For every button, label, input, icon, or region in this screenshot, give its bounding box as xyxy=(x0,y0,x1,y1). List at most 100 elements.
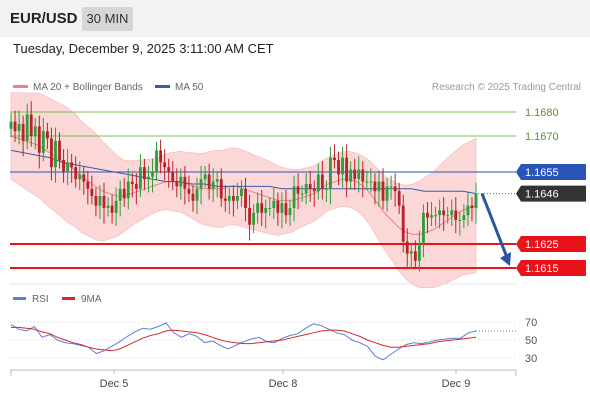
candle xyxy=(159,139,163,174)
ma50-legend-label: MA 50 xyxy=(175,82,204,93)
candle xyxy=(134,173,138,205)
candle xyxy=(417,230,421,272)
candle xyxy=(191,185,195,212)
level-label-1.1670: 1.1670 xyxy=(525,131,559,143)
rsi-legend-label: RSI xyxy=(32,294,49,305)
candle xyxy=(430,202,433,226)
level-label-1.1655: 1.1655 xyxy=(525,167,559,179)
rsi-ma9-line xyxy=(11,326,477,352)
candle xyxy=(58,132,61,169)
candle xyxy=(470,197,474,222)
candle xyxy=(240,180,243,207)
candle xyxy=(106,197,110,217)
candle xyxy=(252,204,256,234)
candle xyxy=(175,168,179,198)
candle xyxy=(268,197,272,217)
candle xyxy=(256,192,260,224)
candles xyxy=(9,101,478,272)
candle xyxy=(288,199,292,226)
x-tick-label: Dec 8 xyxy=(269,378,298,390)
candle xyxy=(21,115,25,157)
candle xyxy=(45,122,49,150)
candle xyxy=(70,154,74,183)
candle xyxy=(215,170,219,198)
x-tick-label: Dec 9 xyxy=(442,378,471,390)
candle xyxy=(179,168,183,200)
candle xyxy=(264,199,268,229)
candle xyxy=(78,161,82,190)
rsi-legend-swatch xyxy=(13,297,26,300)
candle xyxy=(320,161,324,200)
candle xyxy=(151,158,154,193)
candle xyxy=(82,166,86,195)
candle xyxy=(147,166,150,193)
candle xyxy=(365,170,369,190)
candle xyxy=(25,103,29,150)
ma9-legend-swatch xyxy=(62,297,75,300)
candle xyxy=(33,118,37,150)
candle xyxy=(426,202,429,234)
ma20-legend-swatch xyxy=(13,85,28,88)
candle xyxy=(385,178,389,212)
candle xyxy=(474,182,478,224)
candle xyxy=(353,158,357,190)
rsi-tick-30: 30 xyxy=(525,353,537,365)
candle xyxy=(409,242,413,270)
level-labels: 1.1680 1.1670 1.1655 1.1646 1.1625 1.1615 xyxy=(516,107,586,276)
level-label-1.1646: 1.1646 xyxy=(525,189,559,201)
candle xyxy=(333,144,336,169)
candle xyxy=(260,190,264,226)
level-tag-1.1646 xyxy=(516,185,586,202)
candle xyxy=(110,194,114,224)
candle xyxy=(434,206,437,226)
candle xyxy=(102,182,106,224)
candle xyxy=(296,173,300,210)
candle xyxy=(118,180,122,217)
candle xyxy=(438,199,442,229)
candle xyxy=(357,156,361,193)
rsi-tick-70: 70 xyxy=(525,317,537,329)
candle xyxy=(13,110,17,142)
candle xyxy=(361,161,365,198)
candle xyxy=(74,156,78,188)
candle xyxy=(211,168,215,202)
bollinger-band xyxy=(10,92,477,289)
bollinger-band-layer xyxy=(10,92,477,289)
candle xyxy=(397,182,401,214)
x-axis-ticks: Dec 5 Dec 8 Dec 9 xyxy=(100,370,471,390)
candle xyxy=(98,185,102,219)
ma9-legend-label: 9MA xyxy=(81,294,102,305)
datetime-label: Tuesday, December 9, 2025 3:11:00 AM CET xyxy=(13,41,274,56)
candle xyxy=(244,178,247,222)
candle xyxy=(62,149,65,183)
candle xyxy=(195,178,199,214)
candle xyxy=(29,101,33,147)
level-tag-1.1625 xyxy=(516,236,586,252)
ma50-legend-swatch xyxy=(155,85,170,88)
candle xyxy=(308,170,312,202)
candle xyxy=(167,158,171,188)
timeframe-button[interactable]: 30 MIN xyxy=(82,7,133,31)
candle xyxy=(324,180,328,202)
candle xyxy=(126,168,130,210)
level-label-1.1625: 1.1625 xyxy=(525,239,559,251)
candle xyxy=(90,175,94,205)
candle xyxy=(337,151,340,186)
candle xyxy=(442,197,446,231)
candle xyxy=(413,240,417,270)
candle xyxy=(122,178,126,207)
candle xyxy=(312,180,316,207)
candle xyxy=(223,185,227,212)
candle xyxy=(450,199,454,226)
candle xyxy=(231,185,235,217)
candle xyxy=(50,127,53,181)
candle xyxy=(37,115,41,169)
candle xyxy=(236,182,239,210)
candle xyxy=(94,187,98,217)
candle xyxy=(187,175,191,202)
level-label-1.1615: 1.1615 xyxy=(525,263,559,275)
level-tag-1.1615 xyxy=(516,260,586,276)
candle xyxy=(227,187,231,214)
candle xyxy=(446,206,450,224)
